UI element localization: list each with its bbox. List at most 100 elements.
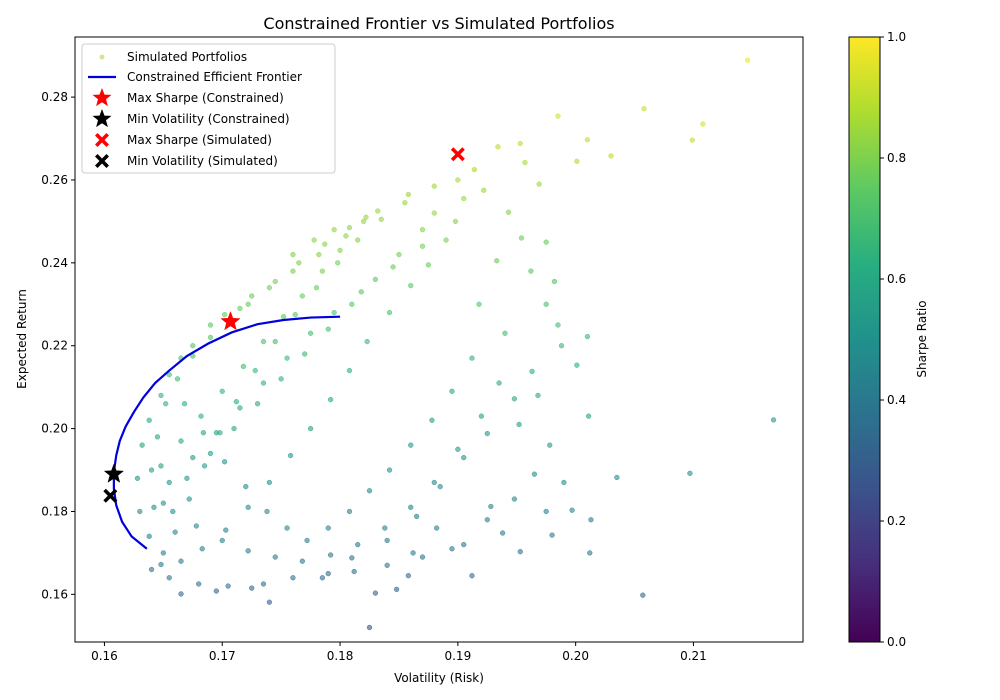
scatter-point [319,268,326,274]
scatter-point [431,183,437,189]
scatter-point [146,417,152,423]
scatter-point [408,504,414,510]
scatter-point [260,380,267,386]
scatter-point [555,113,561,119]
scatter-point [366,488,373,494]
scatter-point [181,401,188,407]
scatter-point [558,343,565,349]
scatter-point [313,285,320,291]
frontier-line [112,315,341,550]
scatter-point [484,430,490,437]
scatter-point [196,581,202,587]
scatter-point [640,592,646,598]
scatter-point [555,322,561,328]
x-tick-label: 0.16 [91,649,118,663]
frontier-layer [112,315,341,550]
colorbar-tick-label: 0.4 [887,393,906,407]
scatter-point [237,405,243,411]
scatter-point [517,140,523,147]
scatter-point [469,355,475,361]
scatter-layer [134,57,777,631]
scatter-point [296,260,302,266]
scatter-point [237,305,243,312]
scatter-point [408,442,414,448]
scatter-point [190,454,196,461]
scatter-point [170,508,176,515]
y-tick-label: 0.16 [41,587,68,601]
scatter-point [396,251,402,258]
scatter-point [158,561,164,568]
scatter-point [221,311,228,318]
scatter-point [505,209,512,215]
scatter-point [254,401,261,407]
scatter-point [178,438,184,444]
scatter-point [494,258,500,264]
scatter-point [384,537,390,544]
scatter-point [587,550,593,556]
scatter-point [351,568,357,575]
scatter-point [166,575,172,581]
scatter-point [299,293,306,299]
scatter-point [292,311,298,318]
colorbar-tick-label: 0.0 [887,635,906,649]
x-tick-label: 0.21 [680,649,707,663]
scatter-point [252,367,258,374]
scatter-point [290,251,296,258]
scatter-point [186,496,192,502]
scatter-point [335,260,341,266]
scatter-point [163,401,169,407]
scatter-point [496,380,502,386]
scatter-point [243,483,249,490]
scatter-point [363,214,369,220]
scatter-point [549,532,555,538]
legend-max-sharpe-simulated-label: Max Sharpe (Simulated) [127,133,272,147]
scatter-point [569,507,575,513]
scatter-point [574,158,580,164]
scatter-point [574,362,580,368]
scatter-point [528,268,534,274]
scatter-point [325,525,331,531]
scatter-point [478,413,485,419]
scatter-point [327,552,334,558]
scatter-point [419,227,426,233]
scatter-point [154,434,161,440]
scatter-point [134,475,141,481]
scatter-point [393,586,400,593]
scatter-point [449,388,455,394]
scatter-point [346,367,353,374]
scatter-point [419,554,426,560]
scatter-point [151,504,157,510]
scatter-point [614,474,620,481]
scatter-point [337,247,343,254]
scatter-point [531,471,538,477]
scatter-point [307,330,314,336]
scatter-point [184,475,190,481]
scatter-point [366,624,373,631]
plot-frame [74,36,804,643]
scatter-point [178,558,184,564]
scatter-point [280,314,287,320]
scatter-point [264,508,270,515]
scatter-point [461,195,467,202]
scatter-point [331,227,337,233]
scatter-point [146,533,152,539]
scatter-point [260,338,267,345]
scatter-point [461,454,467,461]
scatter-point [588,517,594,523]
legend-max-sharpe-constrained-swatch [92,88,112,107]
scatter-point [278,376,284,382]
scatter-point [290,575,296,581]
x-tick-label: 0.18 [327,649,354,663]
y-tick-label: 0.22 [41,339,68,353]
scatter-point [290,268,296,274]
scatter-point [245,301,251,307]
scatter-point [137,508,143,515]
scatter-point [160,550,166,556]
scatter-point [193,523,199,529]
scatter-point [455,446,461,452]
y-tick-label: 0.20 [41,422,68,436]
colorbar-gradient [848,36,881,643]
scatter-point [517,549,523,555]
y-tick-label: 0.18 [41,504,68,518]
